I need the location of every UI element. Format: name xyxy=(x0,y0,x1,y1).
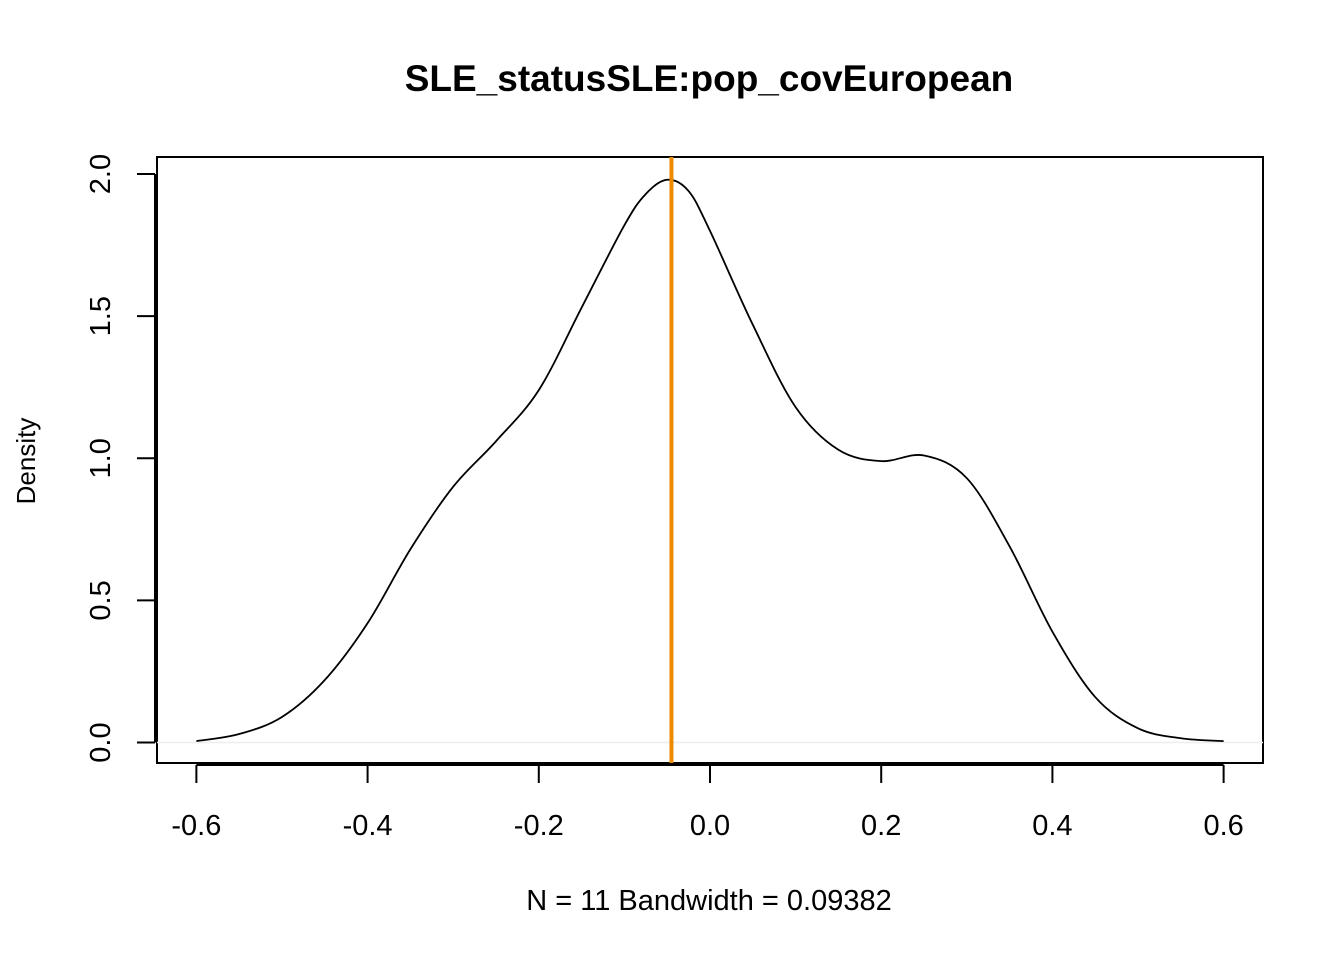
x-tick-label: 0.2 xyxy=(861,810,901,842)
curve-layer xyxy=(196,178,1224,743)
plot-frame xyxy=(156,156,1264,764)
y-tick-label: 0.5 xyxy=(85,580,117,620)
y-tick-label: 2.0 xyxy=(85,154,117,194)
x-tick-label: -0.2 xyxy=(514,810,564,842)
chart-title: SLE_statusSLE:pop_covEuropean xyxy=(405,58,1014,99)
y-axis-label: Density xyxy=(11,418,41,505)
x-tick-label: 0.6 xyxy=(1203,810,1243,842)
y-tick-label: 1.5 xyxy=(85,296,117,336)
x-axis-label: N = 11 Bandwidth = 0.09382 xyxy=(526,885,891,917)
x-tick-label: -0.4 xyxy=(343,810,393,842)
x-axis: -0.6 -0.4 -0.2 0.0 0.2 0.4 0.6 xyxy=(171,764,1244,842)
y-axis: 0.0 0.5 1.0 1.5 2.0 xyxy=(85,154,156,763)
x-tick-label: -0.6 xyxy=(171,810,221,842)
density-curve xyxy=(196,178,1224,743)
x-tick-label: 0.4 xyxy=(1032,810,1072,842)
y-tick-label: 0.0 xyxy=(85,722,117,762)
y-tick-label: 1.0 xyxy=(85,438,117,478)
x-tick-label: 0.0 xyxy=(690,810,730,842)
